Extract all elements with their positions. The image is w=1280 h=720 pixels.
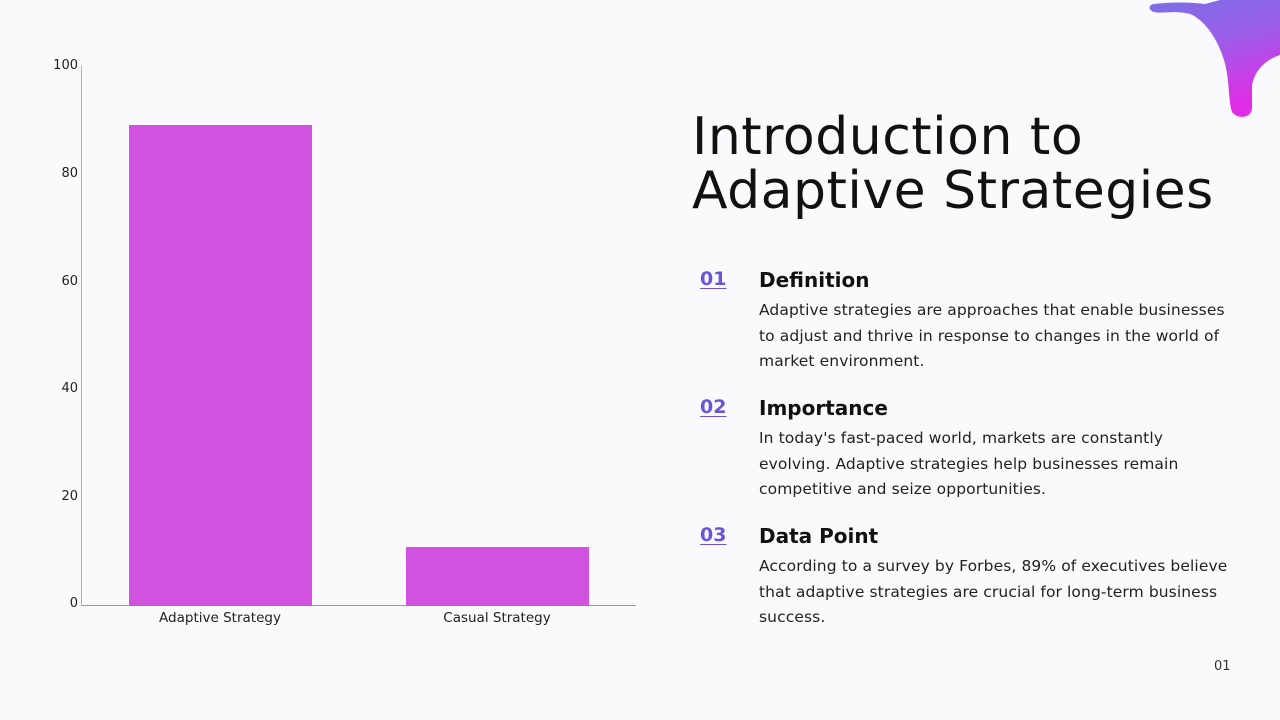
slide-title: Introduction to Adaptive Strategies bbox=[692, 110, 1214, 218]
y-axis bbox=[81, 66, 82, 606]
item-number: 03 bbox=[700, 524, 727, 546]
item-body: Adaptive strategies are approaches that … bbox=[759, 301, 1225, 371]
y-tick-100: 100 bbox=[53, 58, 78, 73]
x-label-casual-strategy: Casual Strategy bbox=[443, 610, 551, 626]
y-tick-20: 20 bbox=[61, 489, 78, 504]
bar-casual-strategy bbox=[406, 546, 589, 606]
y-tick-80: 80 bbox=[61, 166, 78, 181]
page-number: 01 bbox=[1214, 659, 1231, 674]
slide-title-line-1: Introduction to bbox=[692, 107, 1084, 167]
x-axis bbox=[81, 605, 636, 606]
y-tick-60: 60 bbox=[61, 274, 78, 289]
y-tick-40: 40 bbox=[61, 381, 78, 396]
item-heading: Importance bbox=[759, 396, 888, 420]
item-heading: Definition bbox=[759, 268, 870, 292]
y-tick-0: 0 bbox=[69, 596, 78, 611]
slide-title-line-2: Adaptive Strategies bbox=[692, 161, 1214, 221]
bar-adaptive-strategy bbox=[129, 125, 312, 606]
item-number: 02 bbox=[700, 396, 727, 418]
decorative-3d-shape-icon bbox=[1149, 0, 1280, 117]
x-label-adaptive-strategy: Adaptive Strategy bbox=[159, 610, 281, 626]
item-heading: Data Point bbox=[759, 524, 879, 548]
item-body: In today's fast-paced world, markets are… bbox=[759, 429, 1179, 499]
item-body: According to a survey by Forbes, 89% of … bbox=[759, 557, 1228, 627]
item-number: 01 bbox=[700, 268, 727, 290]
bar-chart: 100 80 60 40 20 0 Adaptive Strategy Casu… bbox=[53, 58, 636, 626]
